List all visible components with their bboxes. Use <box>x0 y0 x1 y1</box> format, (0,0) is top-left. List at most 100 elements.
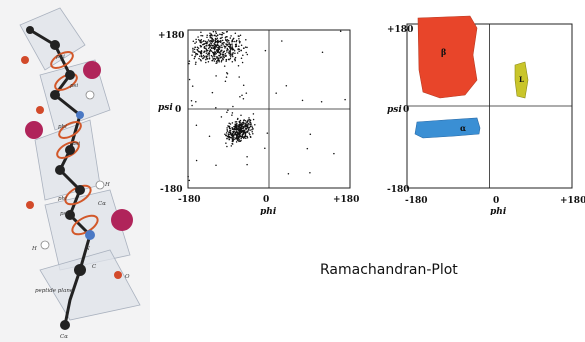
data-point <box>234 121 237 123</box>
data-point <box>225 43 228 46</box>
data-point <box>202 57 205 59</box>
data-point <box>246 135 248 138</box>
data-point <box>212 40 214 42</box>
data-point <box>236 135 239 137</box>
data-point <box>242 135 244 138</box>
data-point <box>216 57 218 60</box>
data-point <box>193 48 196 50</box>
data-point <box>215 62 217 65</box>
region-label-beta: β <box>441 47 446 57</box>
data-point <box>200 59 202 62</box>
data-point <box>217 58 219 60</box>
data-point <box>203 40 205 42</box>
data-point <box>216 40 219 42</box>
data-point <box>247 124 249 127</box>
data-point <box>229 37 232 39</box>
data-point <box>206 34 208 37</box>
data-point <box>242 54 244 56</box>
data-point <box>192 51 194 53</box>
data-point <box>236 126 238 128</box>
data-point <box>210 43 213 45</box>
data-point <box>224 53 227 55</box>
data-point <box>223 65 226 67</box>
data-point <box>214 41 217 43</box>
data-point <box>234 58 236 61</box>
data-point <box>231 43 233 45</box>
data-point <box>220 39 222 42</box>
data-point <box>194 51 196 54</box>
data-point <box>246 156 248 158</box>
data-point <box>226 135 229 138</box>
data-point <box>205 52 208 54</box>
data-point <box>244 133 247 136</box>
data-point <box>241 61 244 64</box>
data-point <box>232 48 235 51</box>
data-point <box>234 123 237 126</box>
data-point <box>233 130 235 133</box>
data-point <box>244 125 246 128</box>
data-point <box>231 45 233 47</box>
data-point <box>233 40 235 43</box>
data-point <box>241 127 244 130</box>
data-point <box>242 84 245 86</box>
data-point <box>243 132 245 134</box>
data-point <box>215 107 217 109</box>
data-point <box>191 85 194 87</box>
data-point <box>220 116 223 118</box>
data-point <box>249 133 251 136</box>
data-point <box>199 39 201 42</box>
left-helix-region <box>514 61 529 99</box>
data-point <box>228 122 230 125</box>
data-point <box>213 43 215 45</box>
data-point <box>235 43 238 45</box>
data-point <box>210 47 213 49</box>
data-point <box>210 50 213 52</box>
data-point <box>216 51 219 54</box>
data-point <box>236 122 238 125</box>
data-point <box>221 46 223 49</box>
data-point <box>219 41 222 44</box>
data-point <box>245 51 247 54</box>
data-point <box>344 98 346 101</box>
y-tick-mid: 0 <box>403 105 409 115</box>
x-tick-right: +180 <box>560 196 585 206</box>
data-point <box>240 44 243 46</box>
data-point <box>238 48 241 50</box>
data-point <box>227 43 229 46</box>
data-point <box>211 56 214 58</box>
data-point <box>234 52 236 54</box>
data-point <box>217 46 220 49</box>
data-point <box>200 45 202 47</box>
data-point <box>246 53 249 56</box>
data-point <box>225 76 228 78</box>
data-point <box>229 45 232 47</box>
data-point <box>248 126 251 129</box>
data-point <box>285 84 288 87</box>
data-point <box>200 55 203 58</box>
data-point <box>236 136 238 138</box>
data-point <box>238 38 240 40</box>
data-point <box>211 39 213 41</box>
data-point <box>248 117 250 119</box>
data-point <box>205 42 207 44</box>
y-tick-mid: 0 <box>175 105 181 115</box>
data-point <box>195 61 197 64</box>
data-point <box>226 51 228 53</box>
data-point <box>206 42 208 45</box>
data-point <box>236 137 238 140</box>
data-point <box>200 49 203 52</box>
data-point <box>206 55 208 58</box>
data-point <box>215 75 217 77</box>
data-point <box>233 127 236 130</box>
data-point <box>251 130 253 133</box>
data-point <box>213 55 215 57</box>
structure-label: psi <box>70 83 78 89</box>
data-point <box>246 46 248 49</box>
data-point <box>211 45 214 47</box>
data-point <box>227 134 230 136</box>
x-tick-left: -180 <box>178 195 201 205</box>
data-point <box>240 114 242 116</box>
data-point <box>219 33 221 36</box>
data-point <box>244 120 247 122</box>
data-point <box>239 127 242 130</box>
